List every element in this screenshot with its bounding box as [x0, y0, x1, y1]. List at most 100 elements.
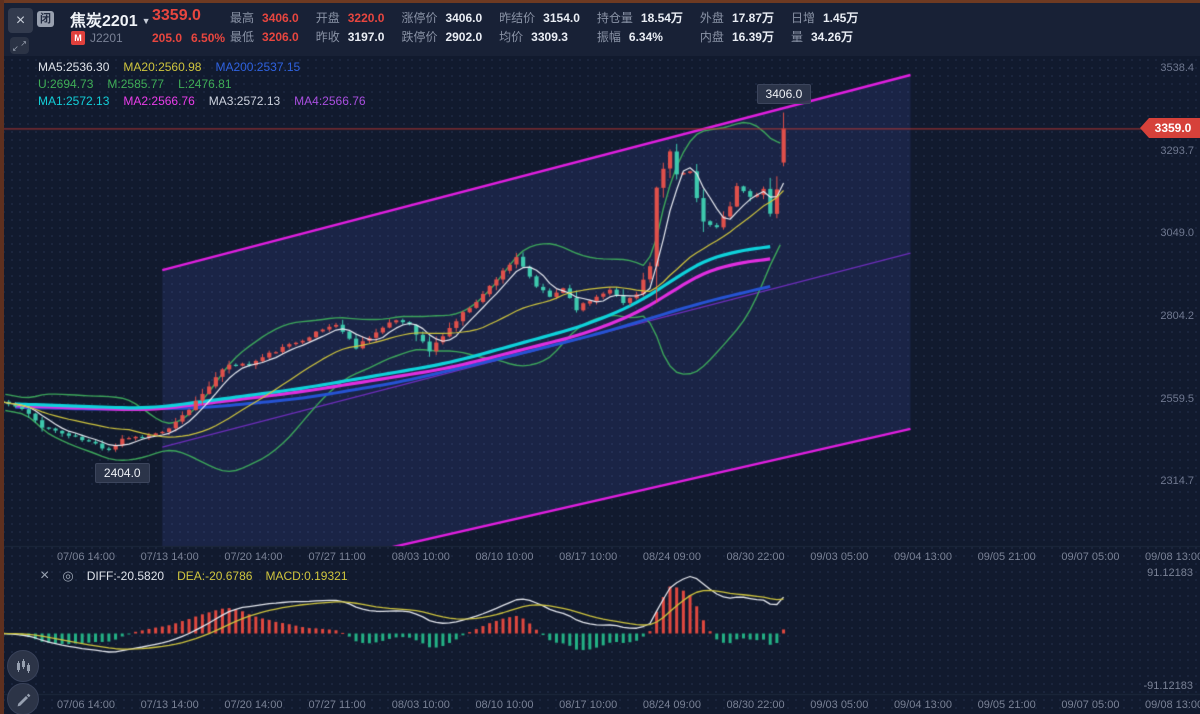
window-accent-border-top — [0, 0, 1200, 3]
time-label: 07/27 11:00 — [308, 551, 366, 563]
stat-column: 日增 1.45万量 34.26万 — [791, 9, 858, 47]
header: × ↗ ↙ 闭 焦炭2201 ▼ M J2201 3359.0 205.0 6.5… — [0, 0, 1200, 56]
time-label: 09/05 21:00 — [977, 699, 1036, 711]
macd-close-icon[interactable]: × — [40, 567, 50, 584]
indicator-value: MA4:2566.76 — [294, 94, 366, 108]
stat-value: 16.39万 — [731, 30, 774, 44]
macd-value: DIFF:-20.5820 — [86, 569, 165, 583]
low-price-label: 2404.0 — [94, 462, 150, 483]
stat-label: 涨停价 — [401, 11, 438, 25]
stat-value: 3154.0 — [543, 11, 580, 25]
macd-indicator-row: × ◎ DIFF:-20.5820 DEA:-20.6786 MACD:0.1932… — [40, 567, 348, 585]
close-chart-button[interactable]: × — [8, 8, 33, 33]
main-contract-badge: M — [71, 31, 85, 45]
stat-value: 3206.0 — [262, 30, 299, 44]
stat-value: 17.87万 — [731, 11, 774, 25]
time-label: 09/05 21:00 — [977, 551, 1036, 563]
indicator-value: MA200:2537.15 — [215, 60, 301, 74]
stat-value: 3220.0 — [347, 11, 385, 25]
indicator-row: MA5:2536.30 MA20:2560.98 MA200:2537.15 — [38, 60, 300, 74]
stat-row: 内盘 16.39万 — [700, 28, 774, 47]
stat-value: 18.54万 — [640, 11, 683, 25]
time-label: 09/04 13:00 — [893, 551, 953, 563]
indicator-value: MA20:2560.98 — [123, 60, 202, 74]
stat-row: 涨停价 3406.0 — [401, 9, 482, 28]
price-tick-label: 3538.4 — [1160, 61, 1194, 74]
last-price: 3359.0 — [152, 7, 201, 24]
market-closed-badge: 闭 — [37, 11, 54, 27]
collapse-panel-button[interactable]: ↗ ↙ — [10, 37, 29, 54]
stat-label: 均价 — [499, 30, 524, 44]
time-label: 09/04 13:00 — [893, 699, 953, 711]
price-tick-label: 3293.7 — [1160, 144, 1194, 157]
stat-row: 振幅 6.34% — [597, 28, 683, 47]
stat-label: 振幅 — [596, 30, 621, 44]
stat-label: 内盘 — [699, 30, 724, 44]
stat-label: 最低 — [230, 30, 255, 44]
stat-column: 开盘 3220.0 昨收 3197.0 — [316, 9, 385, 47]
stat-label: 外盘 — [699, 11, 724, 25]
time-label: 08/30 22:00 — [726, 551, 785, 563]
time-label: 07/20 14:00 — [224, 551, 283, 563]
time-label: 08/03 10:00 — [391, 699, 450, 711]
stat-value: 2902.0 — [445, 30, 483, 44]
stat-value: 3406.0 — [445, 11, 483, 25]
time-label: 09/03 05:00 — [810, 551, 869, 563]
stat-label: 开盘 — [315, 11, 340, 25]
stat-value: 34.26万 — [810, 30, 854, 44]
indicator-row: MA1:2572.13 MA2:2566.76 MA3:2572.13 MA4:256… — [38, 94, 366, 108]
last-price-tag: 3359.0 — [1140, 118, 1200, 138]
indicator-value: MA3:2572.13 — [208, 94, 281, 108]
time-label: 09/07 05:00 — [1061, 699, 1120, 711]
time-label: 08/03 10:00 — [391, 551, 450, 563]
stat-label: 日增 — [790, 11, 815, 25]
time-label: 07/06 14:00 — [56, 551, 116, 563]
macd-settings-icon[interactable]: ◎ — [62, 568, 74, 583]
time-axis-macd: 07/06 14:00 07/13 14:00 07/20 14:00 07/27 1… — [0, 697, 1200, 714]
stat-row: 持仓量 18.54万 — [597, 9, 683, 28]
stat-column: 外盘 17.87万 内盘 16.39万 — [700, 9, 774, 47]
price-change: 205.0 — [152, 31, 183, 45]
stat-label: 昨结价 — [499, 11, 536, 25]
time-label: 08/10 10:00 — [475, 699, 534, 711]
macd-axis-max: 91.12183 — [1147, 567, 1193, 579]
contract-name: 焦炭2201 — [70, 13, 138, 30]
contract-title[interactable]: 焦炭2201 ▼ — [70, 7, 151, 31]
time-label: 08/17 10:00 — [559, 551, 618, 563]
indicator-value: MA5:2536.30 — [38, 60, 110, 74]
stat-column: 涨停价 3406.0 跌停价 2902.0 — [401, 9, 482, 47]
stat-row: 最高 3406.0 — [230, 9, 299, 28]
stat-value: 1.45万 — [822, 11, 859, 25]
drawing-tools-button[interactable] — [7, 683, 39, 714]
stat-value: 6.34% — [628, 30, 663, 44]
stat-row: 外盘 17.87万 — [700, 9, 774, 28]
stat-label: 最高 — [230, 11, 255, 25]
macd-values: DIFF:-20.5820 DEA:-20.6786 MACD:0.19321 — [87, 569, 348, 583]
stat-row: 跌停价 2902.0 — [401, 28, 482, 47]
time-label: 08/17 10:00 — [559, 699, 618, 711]
macd-value: MACD:0.19321 — [265, 569, 348, 583]
stat-value: 3197.0 — [347, 30, 385, 44]
session-stats: 最高 3406.0 最低 3206.0 开盘 3220.0 昨收 3197.0 涨停价 3406.… — [230, 9, 858, 47]
time-label: 09/07 05:00 — [1061, 551, 1120, 563]
contract-code: J2201 — [90, 31, 123, 45]
stat-column: 昨结价 3154.0 均价 3309.3 — [499, 9, 580, 47]
time-label: 08/24 09:00 — [642, 551, 701, 563]
arrow-ne-icon: ↗ — [20, 38, 27, 48]
time-label: 07/13 14:00 — [140, 699, 199, 711]
stat-value: 3309.3 — [531, 30, 568, 44]
chevron-down-icon: ▼ — [141, 16, 151, 26]
stat-row: 量 34.26万 — [791, 28, 858, 47]
indicator-value: MA2:2566.76 — [123, 94, 195, 108]
stat-row: 最低 3206.0 — [230, 28, 299, 47]
macd-value: DEA:-20.6786 — [177, 569, 253, 583]
stat-label: 跌停价 — [401, 30, 438, 44]
time-label: 07/13 14:00 — [140, 551, 199, 563]
time-label: 09/03 05:00 — [810, 699, 869, 711]
time-label: 09/08 13:00 — [1145, 551, 1200, 563]
chart-type-button[interactable] — [7, 650, 39, 682]
time-label: 09/08 13:00 — [1145, 699, 1200, 711]
close-icon: × — [15, 11, 26, 29]
